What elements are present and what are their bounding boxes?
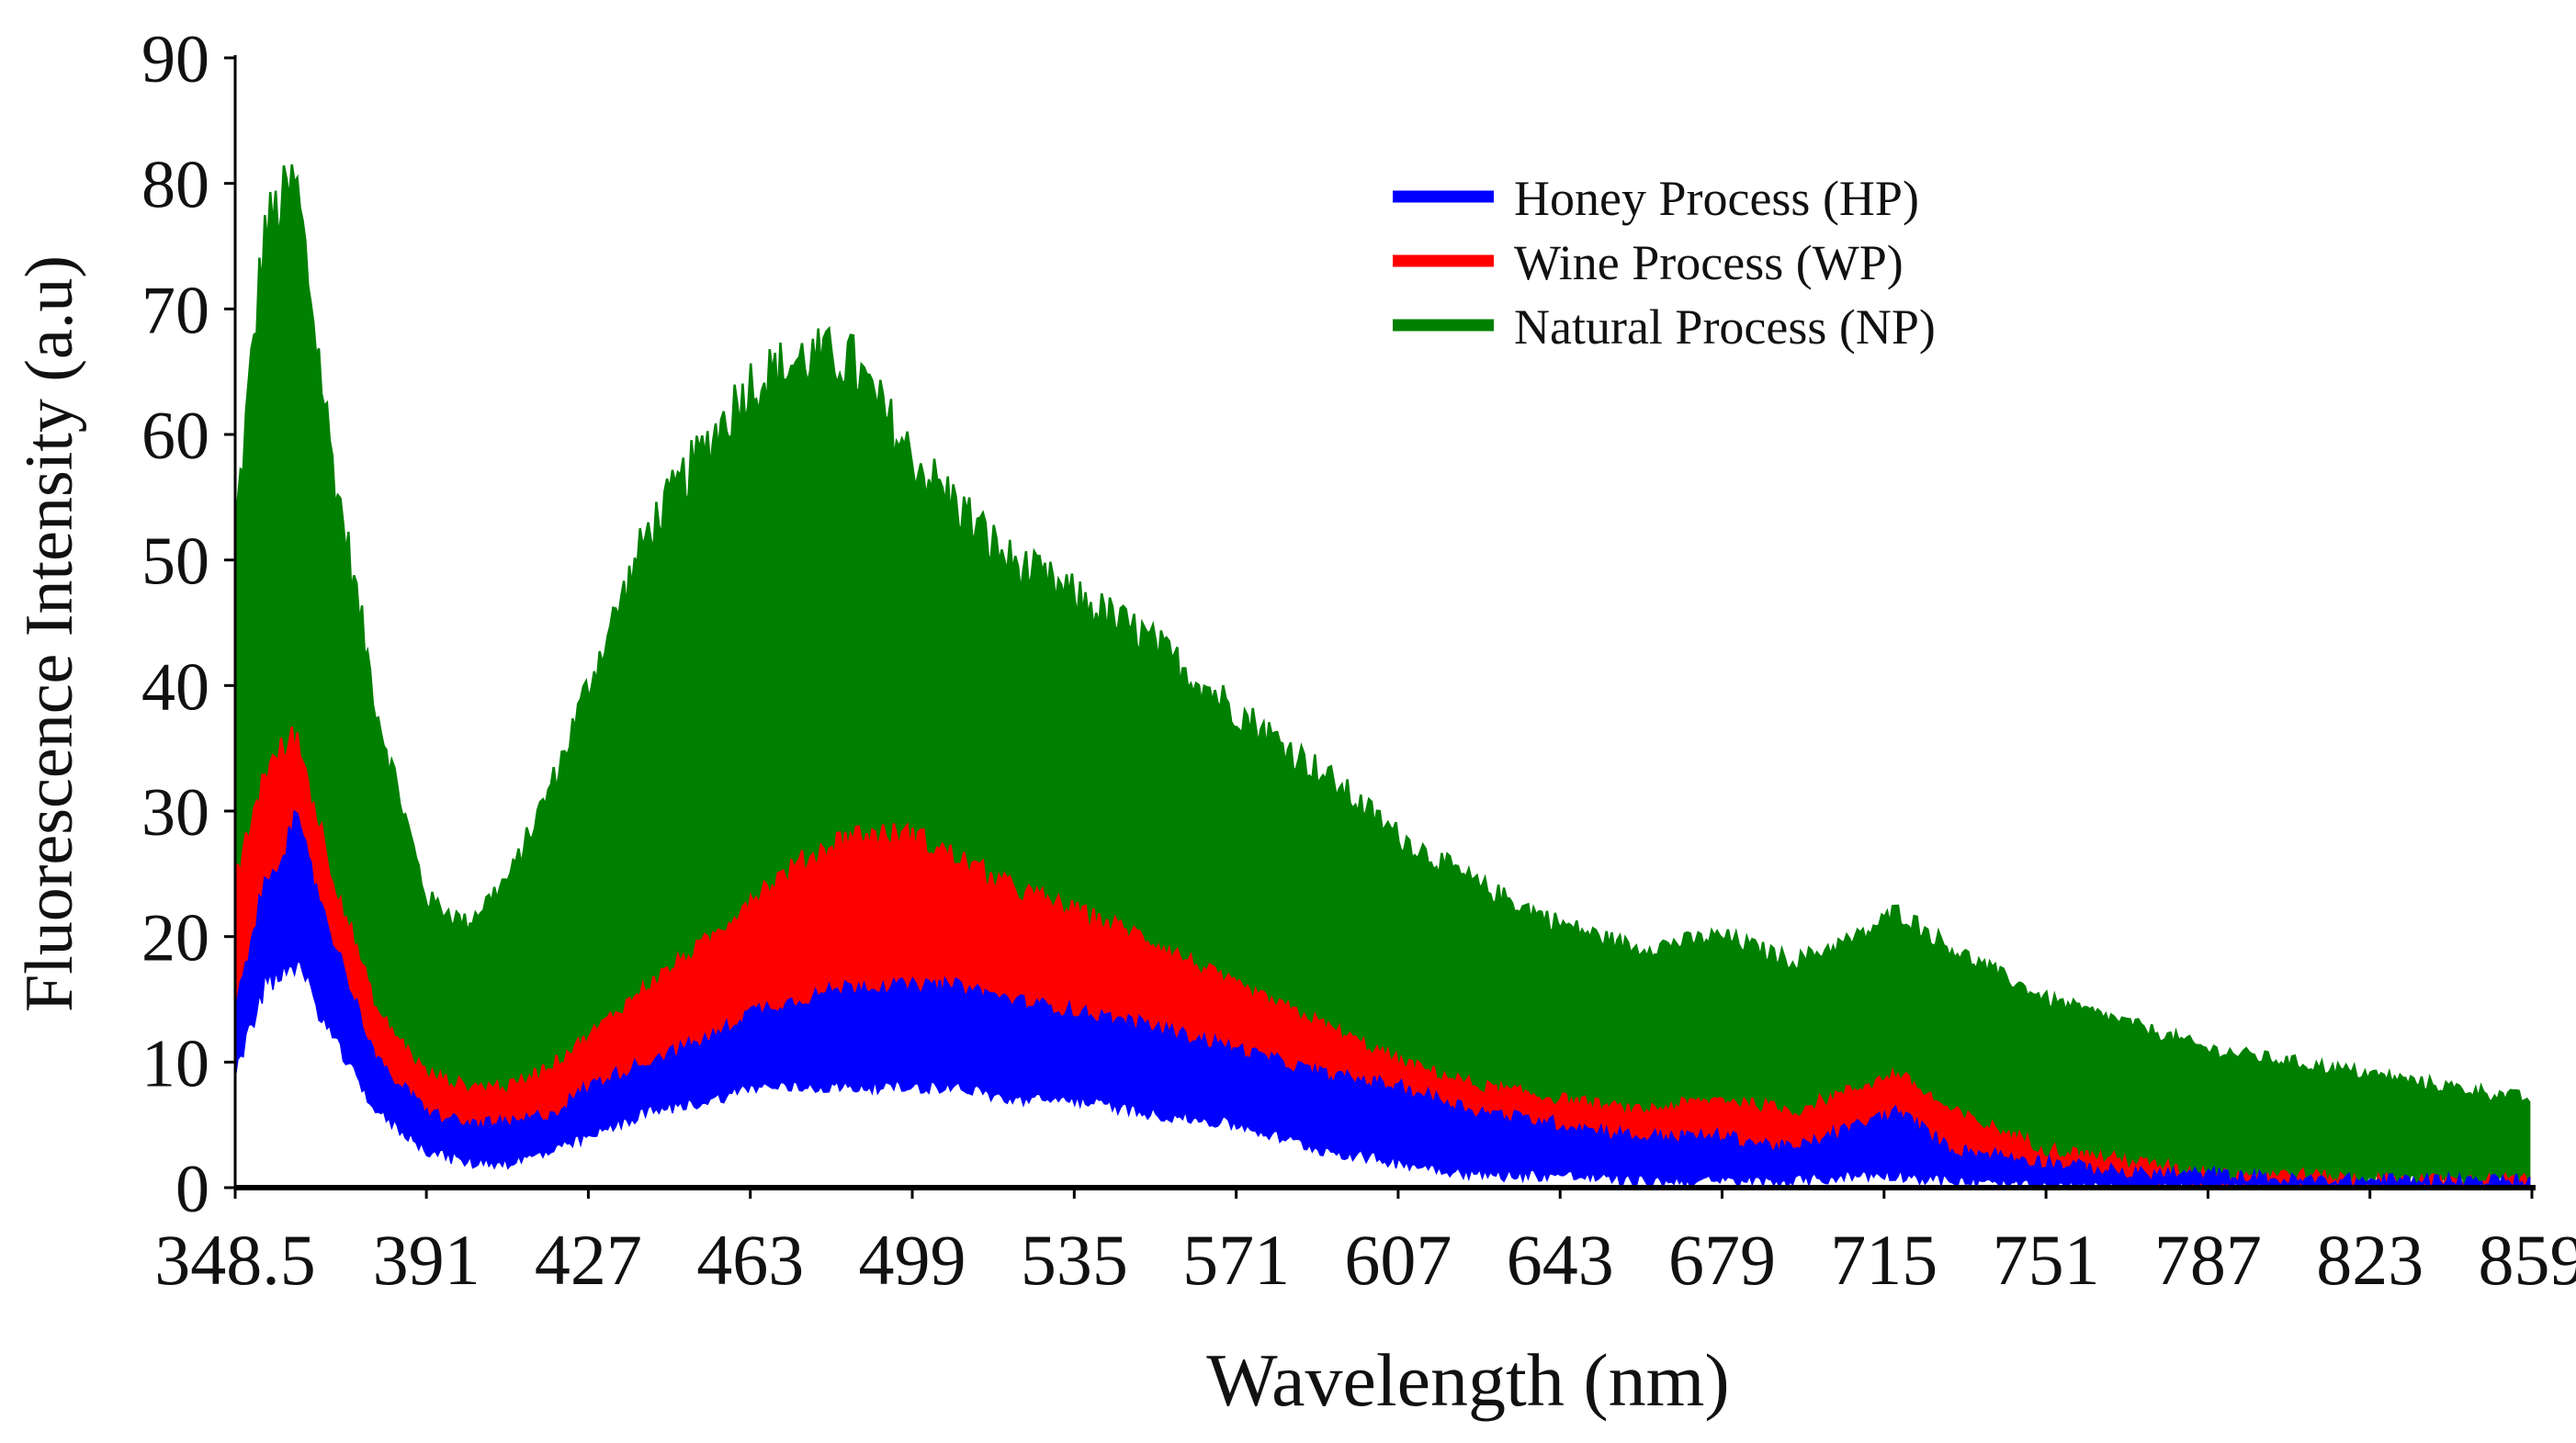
legend-label: Wine Process (WP) xyxy=(1514,235,1904,290)
series-line-0 xyxy=(235,809,2531,1190)
x-tick-label: 571 xyxy=(1182,1220,1290,1300)
y-tick-label: 50 xyxy=(141,524,209,600)
x-tick-label: 859 xyxy=(2479,1220,2576,1300)
y-tick-label: 0 xyxy=(175,1152,209,1227)
x-tick-label: 787 xyxy=(2154,1220,2262,1300)
series-line-1 xyxy=(235,727,2531,1190)
legend-label: Natural Process (NP) xyxy=(1514,299,1936,355)
x-tick-label: 535 xyxy=(1021,1220,1128,1300)
y-tick-label: 80 xyxy=(141,148,209,223)
series-line-2 xyxy=(235,163,2531,1104)
y-tick-label: 10 xyxy=(141,1026,209,1101)
series-layer xyxy=(235,163,2531,1190)
x-tick-label: 427 xyxy=(535,1220,642,1300)
series-2 xyxy=(235,163,2531,1190)
x-tick-label: 607 xyxy=(1344,1220,1452,1300)
x-tick-label: 715 xyxy=(1830,1220,1938,1300)
x-tick-label: 463 xyxy=(696,1220,804,1300)
y-axis-title: Fluorescence Intensity (a.u) xyxy=(12,255,87,1012)
legend-label: Honey Process (HP) xyxy=(1514,171,1919,226)
x-tick-label: 751 xyxy=(1993,1220,2100,1300)
y-tick-label: 70 xyxy=(141,273,209,348)
legend: Honey Process (HP) Wine Process (WP) Natur… xyxy=(1393,171,1936,355)
x-tick-label: 643 xyxy=(1507,1220,1614,1300)
x-tick-label: 679 xyxy=(1668,1220,1776,1300)
y-tick-label: 90 xyxy=(141,22,209,97)
y-tick-label: 40 xyxy=(141,649,209,725)
x-tick-label: 391 xyxy=(373,1220,480,1300)
series-band-2 xyxy=(235,163,2531,1190)
x-tick-label: 823 xyxy=(2316,1220,2423,1300)
plot-area xyxy=(235,163,2531,1190)
ticks: 0 10 20 30 40 50 60 70 80 90 348.5 391 427 463 499 535 5… xyxy=(141,22,2576,1300)
x-tick-label: 348.5 xyxy=(154,1220,316,1300)
y-tick-label: 30 xyxy=(141,775,209,851)
y-tick-label: 20 xyxy=(141,901,209,976)
y-tick-label: 60 xyxy=(141,399,209,474)
x-tick-label: 499 xyxy=(859,1220,966,1300)
axes xyxy=(233,55,2536,1190)
x-axis-title: Wavelength (nm) xyxy=(1206,1338,1729,1422)
